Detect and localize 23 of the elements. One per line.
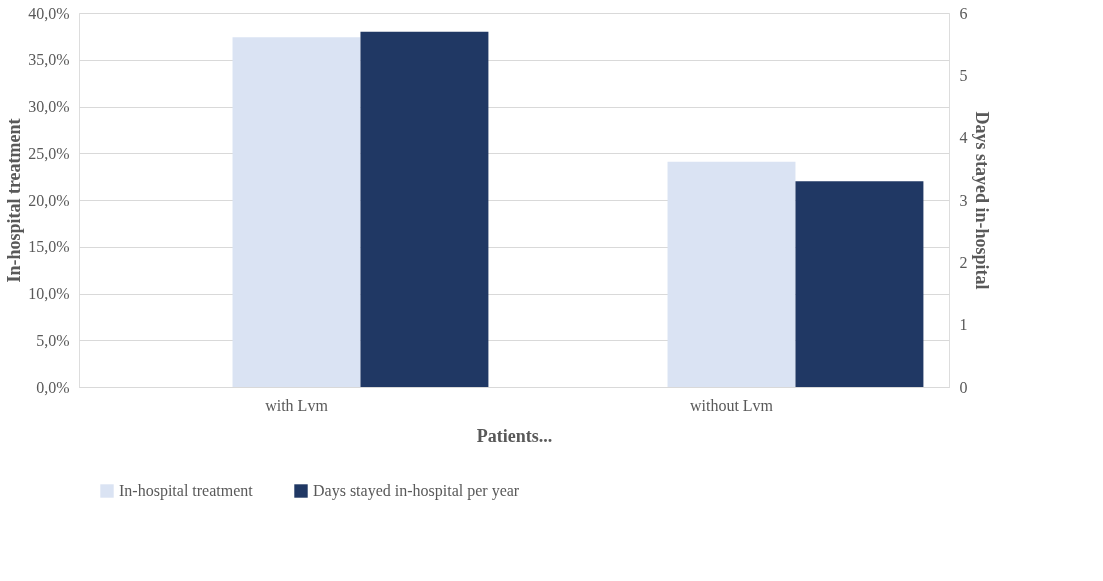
y2-tick-label: 1 [959,316,968,334]
y2-tick-label: 3 [959,191,968,209]
y2-tick-label: 5 [959,66,968,84]
y-tick-label: 25,0% [28,144,70,162]
y2-tick-label: 2 [959,253,968,271]
y-tick-label: 0,0% [36,378,70,396]
legend-label: Days stayed in-hospital per year [313,482,520,500]
y-tick-label: 40,0% [28,4,70,22]
y-tick-label: 35,0% [28,51,70,69]
y2-tick-label: 4 [959,129,968,147]
x-tick-label: with Lvm [265,396,329,414]
y2-tick-label: 0 [959,378,968,396]
y-axis-title: In-hospital treatment [4,118,25,283]
y2-axis-title: Days stayed in-hospital [971,111,992,290]
y2-tick-label: 6 [959,4,968,22]
y-tick-label: 15,0% [28,238,70,256]
y-tick-label: 5,0% [36,331,70,349]
y-tick-label: 20,0% [28,191,70,209]
legend-label: In-hospital treatment [119,482,254,500]
y-tick-label: 30,0% [28,98,70,115]
y-tick-label: 10,0% [28,285,70,302]
x-tick-label: without Lvm [689,396,774,414]
x-axis-title: Patients... [476,425,553,446]
